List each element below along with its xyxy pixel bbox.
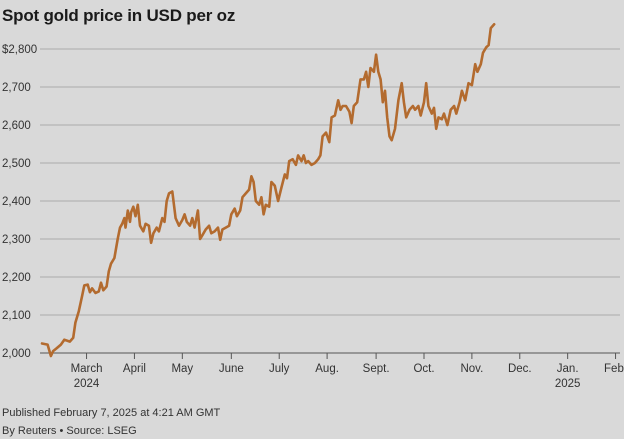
x-axis-labels: March 2024 April May June July Aug. Sept. Oct. No…: [71, 353, 624, 390]
series-layer: [40, 23, 496, 358]
x-tick-label: Jan.: [557, 363, 579, 375]
x-tick-label: Aug.: [315, 363, 339, 375]
x-tick-label: Dec.: [508, 363, 532, 375]
x-tick-sublabel: 2024: [74, 378, 100, 390]
x-tick-sublabel: 2025: [555, 378, 581, 390]
x-tick-label: March: [71, 363, 103, 375]
y-tick-label: 2,600: [2, 120, 31, 132]
x-tick-label: May: [171, 363, 193, 375]
y-axis-labels: 2,000 2,100 2,200 2,300 2,400 2,500 2,600 2,700…: [2, 44, 37, 360]
y-tick-label: 2,400: [2, 196, 31, 208]
line-chart: 2,000 2,100 2,200 2,300 2,400 2,500 2,600 2,700…: [2, 23, 624, 390]
y-tick-label: 2,100: [2, 310, 31, 322]
chart-title: Spot gold price in USD per oz: [2, 6, 236, 25]
y-tick-label: 2,000: [2, 348, 31, 360]
x-tick-label: June: [219, 363, 244, 375]
published-note: Published February 7, 2025 at 4:21 AM GM…: [2, 407, 221, 419]
x-tick-label: Feb.: [604, 363, 624, 375]
y-tick-label: 2,500: [2, 158, 31, 170]
y-tick-label: 2,300: [2, 234, 31, 246]
x-tick-label: Sept.: [363, 363, 390, 375]
series-line-spot-gold: [40, 23, 496, 358]
chart-area: 2,000 2,100 2,200 2,300 2,400 2,500 2,600 2,700…: [2, 23, 624, 390]
y-tick-label: 2,200: [2, 272, 31, 284]
x-tick-label: April: [123, 363, 146, 375]
gridlines: [40, 48, 620, 354]
y-tick-label: $2,800: [2, 44, 37, 56]
x-tick-label: Oct.: [413, 363, 434, 375]
x-tick-label: Nov.: [460, 363, 483, 375]
x-tick-label: July: [269, 363, 290, 375]
y-tick-label: 2,700: [2, 82, 31, 94]
source-credit: By Reuters • Source: LSEG: [2, 425, 137, 437]
